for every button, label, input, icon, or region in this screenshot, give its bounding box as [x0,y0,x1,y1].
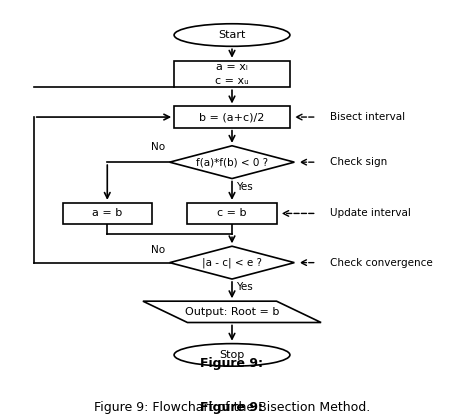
Text: Start: Start [218,30,245,40]
Ellipse shape [174,24,289,47]
Text: Yes: Yes [236,282,253,292]
Text: Yes: Yes [236,182,253,192]
Text: Figure 9:: Figure 9: [200,357,263,370]
Text: No: No [151,245,165,255]
Text: Figure 9:: Figure 9: [200,401,263,414]
Text: f(a)*f(b) < 0 ?: f(a)*f(b) < 0 ? [195,157,268,167]
Text: Figure 9: Flowchart of the Bisection Method.: Figure 9: Flowchart of the Bisection Met… [94,401,369,414]
Text: Update interval: Update interval [329,208,410,218]
Text: b = (a+c)/2: b = (a+c)/2 [199,112,264,122]
Ellipse shape [174,344,289,366]
Bar [174,61,289,87]
Text: Bisect interval: Bisect interval [329,112,404,122]
Text: |a - c| < e ?: |a - c| < e ? [201,257,262,268]
Bar [63,203,151,224]
Bar [174,106,289,128]
Text: Check convergence: Check convergence [329,258,432,268]
Text: a = xₗ
c = xᵤ: a = xₗ c = xᵤ [215,62,248,85]
Polygon shape [169,146,294,178]
Bar [187,203,276,224]
Text: Stop: Stop [219,350,244,360]
Text: Output: Root = b: Output: Root = b [184,307,279,317]
Text: c = b: c = b [217,208,246,218]
Polygon shape [143,301,320,323]
Text: No: No [151,142,165,152]
Polygon shape [169,246,294,279]
Text: Check sign: Check sign [329,157,387,167]
Text: a = b: a = b [92,208,122,218]
